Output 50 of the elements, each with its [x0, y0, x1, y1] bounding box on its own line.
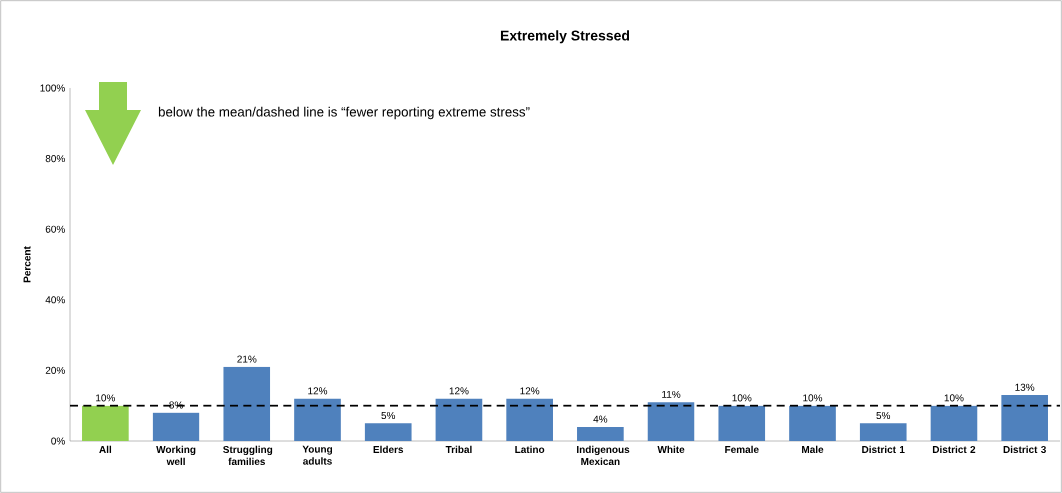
x-tick-label: Young adults [302, 445, 333, 465]
data-label: 21% [237, 355, 257, 363]
x-tick-label: Indigenous Mexican [577, 445, 630, 466]
bar [930, 405, 978, 441]
data-label: 12% [520, 387, 540, 395]
data-label: 10% [803, 394, 823, 402]
bar [223, 366, 271, 441]
x-tick-label: Male [802, 445, 824, 454]
bar [506, 398, 553, 441]
data-label: 10% [944, 394, 964, 402]
y-tick-label: 80% [45, 155, 65, 163]
x-tick-label: District 3 [1003, 445, 1046, 454]
y-tick-label: 20% [45, 366, 65, 374]
bar [82, 405, 129, 441]
data-label: 13% [1015, 383, 1035, 391]
x-tick-label: Elders [373, 445, 404, 454]
x-tick-label: Latino [515, 445, 545, 454]
y-tick-label: 0% [51, 437, 65, 445]
x-tick-label: White [657, 445, 685, 454]
data-label: 4% [593, 415, 608, 423]
data-label: 12% [449, 387, 469, 395]
bar [435, 398, 483, 441]
x-tick-label: Working well [156, 445, 196, 466]
x-tick-label: District 1 [862, 445, 905, 454]
data-label: 10% [96, 394, 116, 402]
annotation: below the mean/dashed line is “fewer reporting extreme stress” [158, 106, 530, 120]
x-tick-label: District 2 [932, 445, 976, 454]
data-label: 11% [662, 390, 681, 398]
y-tick-label: 60% [45, 225, 65, 233]
x-tick-label: All [99, 445, 112, 453]
bar [152, 412, 200, 441]
bar [577, 426, 624, 441]
x-tick-label: Tribal [445, 445, 472, 454]
bar [1001, 395, 1048, 441]
chart-title: Extremely Stressed [500, 30, 630, 44]
x-tick-label: Struggling families [223, 445, 273, 466]
bar [789, 405, 836, 441]
y-tick-label: 100% [40, 84, 65, 92]
bar [364, 423, 412, 441]
bar [294, 398, 341, 441]
y-tick-label: 40% [45, 296, 65, 304]
x-tick-label: Female [725, 445, 759, 454]
data-label: 5% [876, 412, 891, 420]
bar [718, 405, 766, 441]
y-axis-title: Percent [23, 246, 31, 283]
data-label: 12% [308, 387, 328, 395]
data-label: 10% [732, 394, 752, 402]
data-label: 5% [381, 412, 396, 420]
bar [647, 402, 695, 441]
bar [859, 423, 907, 441]
